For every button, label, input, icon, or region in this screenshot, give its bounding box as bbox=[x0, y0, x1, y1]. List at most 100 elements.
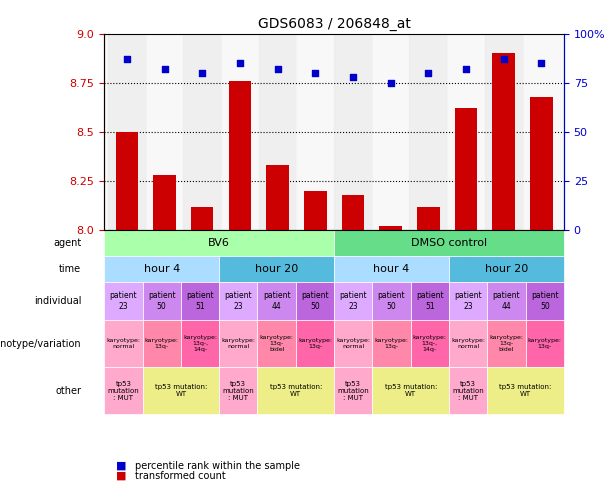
FancyBboxPatch shape bbox=[296, 282, 334, 320]
Point bbox=[348, 73, 358, 81]
Text: patient
44: patient 44 bbox=[493, 291, 520, 311]
Bar bbox=[266, 165, 289, 230]
Text: individual: individual bbox=[34, 296, 82, 306]
Text: karyotype:
13q-: karyotype: 13q- bbox=[145, 338, 178, 349]
Text: patient
44: patient 44 bbox=[263, 291, 291, 311]
Bar bbox=[153, 175, 176, 230]
FancyBboxPatch shape bbox=[181, 282, 219, 320]
FancyBboxPatch shape bbox=[449, 367, 487, 414]
Bar bbox=[183, 34, 221, 230]
Point bbox=[536, 59, 546, 67]
Bar bbox=[259, 34, 297, 230]
Text: DMSO control: DMSO control bbox=[411, 238, 487, 248]
Text: patient
51: patient 51 bbox=[416, 291, 444, 311]
FancyBboxPatch shape bbox=[104, 230, 334, 256]
FancyBboxPatch shape bbox=[487, 320, 526, 367]
Text: patient
51: patient 51 bbox=[186, 291, 214, 311]
FancyBboxPatch shape bbox=[219, 256, 334, 282]
Text: karyotype:
13q-
bidel: karyotype: 13q- bidel bbox=[260, 335, 294, 352]
FancyBboxPatch shape bbox=[219, 367, 257, 414]
Text: tp53 mutation:
WT: tp53 mutation: WT bbox=[270, 384, 322, 398]
Bar bbox=[409, 34, 447, 230]
Text: agent: agent bbox=[53, 238, 82, 248]
Bar bbox=[334, 34, 371, 230]
Text: karyotype:
13q-: karyotype: 13q- bbox=[528, 338, 562, 349]
Point bbox=[310, 69, 320, 77]
FancyBboxPatch shape bbox=[334, 230, 564, 256]
FancyBboxPatch shape bbox=[104, 320, 142, 367]
FancyBboxPatch shape bbox=[257, 282, 296, 320]
FancyBboxPatch shape bbox=[257, 367, 334, 414]
Text: BV6: BV6 bbox=[208, 238, 230, 248]
FancyBboxPatch shape bbox=[296, 320, 334, 367]
Bar bbox=[447, 34, 485, 230]
FancyBboxPatch shape bbox=[449, 282, 487, 320]
FancyBboxPatch shape bbox=[334, 367, 373, 414]
Text: hour 4: hour 4 bbox=[143, 264, 180, 274]
FancyBboxPatch shape bbox=[373, 282, 411, 320]
Bar bbox=[108, 34, 146, 230]
FancyBboxPatch shape bbox=[142, 282, 181, 320]
Text: other: other bbox=[55, 386, 82, 396]
Text: tp53 mutation:
WT: tp53 mutation: WT bbox=[384, 384, 437, 398]
Text: karyotype:
normal: karyotype: normal bbox=[221, 338, 255, 349]
Text: hour 20: hour 20 bbox=[255, 264, 299, 274]
Bar bbox=[492, 54, 515, 230]
Bar bbox=[455, 108, 478, 230]
Text: karyotype:
13q-: karyotype: 13q- bbox=[375, 338, 408, 349]
Text: patient
50: patient 50 bbox=[301, 291, 329, 311]
FancyBboxPatch shape bbox=[526, 282, 564, 320]
Bar bbox=[146, 34, 183, 230]
Point bbox=[273, 65, 283, 73]
FancyBboxPatch shape bbox=[104, 367, 142, 414]
FancyBboxPatch shape bbox=[104, 282, 142, 320]
Bar bbox=[115, 132, 138, 230]
Text: hour 4: hour 4 bbox=[373, 264, 409, 274]
FancyBboxPatch shape bbox=[526, 320, 564, 367]
Text: karyotype:
13q-: karyotype: 13q- bbox=[298, 338, 332, 349]
Text: karyotype:
normal: karyotype: normal bbox=[337, 338, 370, 349]
Bar bbox=[371, 34, 409, 230]
Bar bbox=[191, 207, 213, 230]
Text: tp53 mutation:
WT: tp53 mutation: WT bbox=[154, 384, 207, 398]
Text: tp53
mutation
: MUT: tp53 mutation : MUT bbox=[223, 381, 254, 401]
FancyBboxPatch shape bbox=[373, 367, 449, 414]
Point bbox=[499, 56, 509, 63]
Text: karyotype:
normal: karyotype: normal bbox=[107, 338, 140, 349]
FancyBboxPatch shape bbox=[219, 320, 257, 367]
Text: tp53
mutation
: MUT: tp53 mutation : MUT bbox=[452, 381, 484, 401]
Bar bbox=[417, 207, 440, 230]
FancyBboxPatch shape bbox=[334, 320, 373, 367]
Text: patient
50: patient 50 bbox=[531, 291, 558, 311]
Bar bbox=[530, 97, 553, 230]
Text: karyotype:
13q-,
14q-: karyotype: 13q-, 14q- bbox=[413, 335, 447, 352]
Bar bbox=[341, 195, 364, 230]
Point bbox=[159, 65, 169, 73]
FancyBboxPatch shape bbox=[411, 320, 449, 367]
FancyBboxPatch shape bbox=[219, 282, 257, 320]
Bar bbox=[485, 34, 522, 230]
Text: patient
23: patient 23 bbox=[454, 291, 482, 311]
Bar bbox=[379, 226, 402, 230]
Text: patient
23: patient 23 bbox=[340, 291, 367, 311]
Point bbox=[122, 56, 132, 63]
FancyBboxPatch shape bbox=[487, 367, 564, 414]
Point bbox=[197, 69, 207, 77]
Text: time: time bbox=[59, 264, 82, 274]
Point bbox=[424, 69, 433, 77]
Point bbox=[235, 59, 245, 67]
Point bbox=[386, 79, 395, 87]
FancyBboxPatch shape bbox=[257, 320, 296, 367]
FancyBboxPatch shape bbox=[142, 367, 219, 414]
FancyBboxPatch shape bbox=[449, 256, 564, 282]
Text: ■: ■ bbox=[116, 470, 127, 481]
Text: karyotype:
normal: karyotype: normal bbox=[451, 338, 485, 349]
Bar bbox=[522, 34, 560, 230]
Title: GDS6083 / 206848_at: GDS6083 / 206848_at bbox=[257, 17, 411, 31]
FancyBboxPatch shape bbox=[104, 256, 219, 282]
Point bbox=[461, 65, 471, 73]
Text: transformed count: transformed count bbox=[135, 470, 226, 481]
Bar bbox=[221, 34, 259, 230]
Text: karyotype:
13q-,
14q-: karyotype: 13q-, 14q- bbox=[183, 335, 217, 352]
FancyBboxPatch shape bbox=[334, 256, 449, 282]
